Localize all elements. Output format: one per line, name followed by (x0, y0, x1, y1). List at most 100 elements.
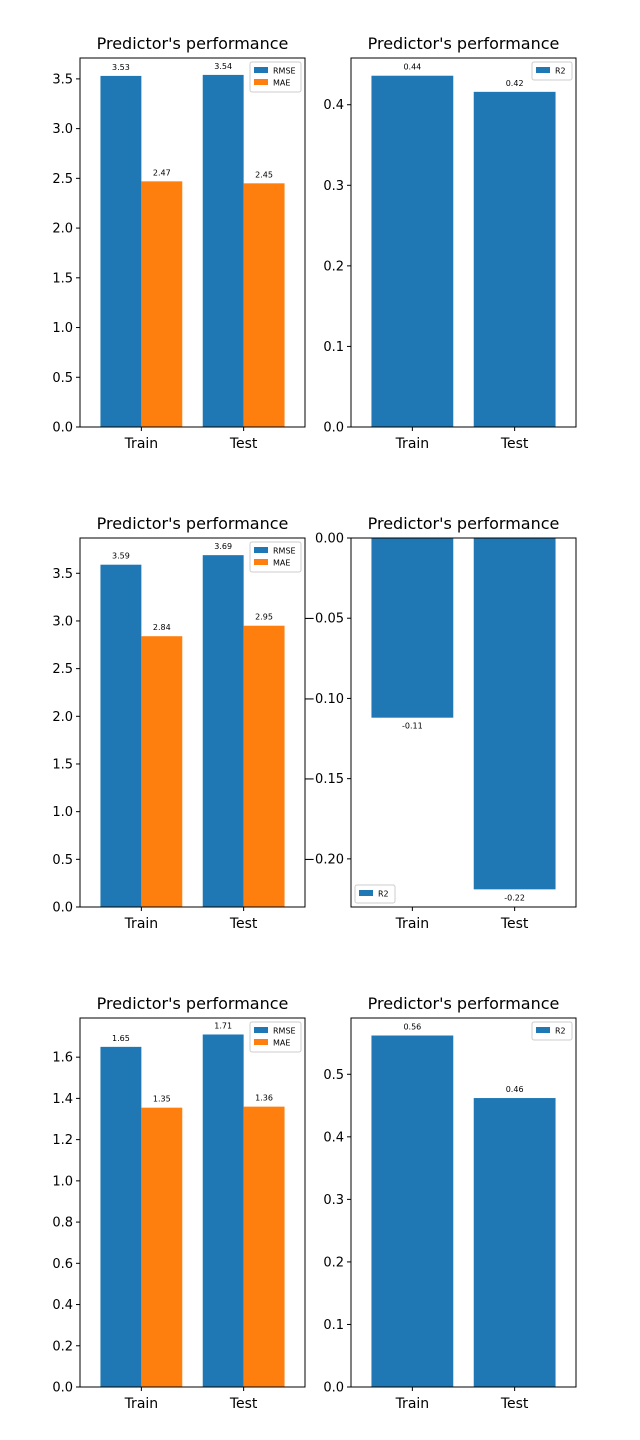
axes-frame (79, 537, 306, 908)
data-label: 0.44 (403, 63, 421, 72)
data-label: 3.59 (112, 552, 130, 561)
chart-panel-3: Predictor's performance 3.59 3.69 2.84 2.95 0… (52, 514, 306, 932)
chart-panel-4: Predictor's performance -0.11 -0.22 −0.20 −0… (304, 514, 577, 932)
bar-rmse-train (100, 564, 142, 907)
y-tick-label: 1.6 (52, 1051, 73, 1066)
data-label: -0.11 (402, 722, 423, 731)
legend: RMSE MAE (249, 61, 302, 93)
legend: R2 (354, 884, 396, 904)
y-tick-label: 0.00 (315, 532, 344, 547)
y-tick-label: 1.5 (52, 271, 73, 286)
legend: RMSE MAE (249, 1021, 302, 1053)
chart-title: Predictor's performance (368, 994, 560, 1013)
y-tick-label: 0.0 (323, 1381, 344, 1396)
chart-panel-2: Predictor's performance 0.44 0.42 0.0 0.1 0.2… (323, 34, 577, 452)
y-tick-label: 2.5 (52, 172, 73, 187)
legend: R2 (531, 61, 573, 81)
y-tick-label: 0.2 (52, 1339, 73, 1354)
data-label: -0.22 (504, 893, 525, 902)
x-tick-label: Train (124, 436, 159, 452)
chart-panel-5: Predictor's performance 1.65 1.71 1.35 1.36 0… (52, 994, 306, 1412)
bar-r2-test (473, 1098, 556, 1387)
data-label: 0.56 (403, 1023, 421, 1032)
legend-swatch-mae (254, 559, 268, 565)
legend-label: RMSE (273, 1027, 296, 1036)
bar-mae-train (141, 181, 183, 427)
y-tick-label: −0.10 (304, 692, 344, 707)
legend-label: RMSE (273, 67, 296, 76)
y-tick-label: 0.2 (323, 1255, 344, 1270)
y-tick-label: −0.05 (304, 612, 344, 627)
x-tick-label: Test (229, 1396, 258, 1412)
legend: R2 (531, 1021, 573, 1041)
data-label: 2.45 (255, 170, 273, 179)
y-tick-label: 1.0 (52, 321, 73, 336)
chart-panel-6: Predictor's performance 0.56 0.46 0.0 0.1 0.2… (323, 994, 577, 1412)
y-tick-label: −0.20 (304, 852, 344, 867)
data-label: 1.71 (214, 1021, 232, 1030)
bar-rmse-test (202, 555, 244, 907)
x-tick-label: Train (395, 916, 430, 932)
y-tick-label: 0.4 (52, 1298, 73, 1313)
y-tick-label: 0.0 (323, 421, 344, 436)
data-label: 3.69 (214, 542, 232, 551)
bar-r2-train (371, 538, 454, 718)
legend-swatch-mae (254, 79, 268, 85)
axes-frame (79, 57, 306, 428)
axes-frame (350, 57, 577, 428)
y-tick-label: 0.1 (323, 1318, 344, 1333)
legend-swatch-r2 (359, 890, 373, 896)
data-label: 0.46 (506, 1085, 524, 1094)
data-label: 1.35 (153, 1095, 171, 1104)
data-label: 2.84 (153, 623, 171, 632)
y-tick-label: 0.5 (323, 1068, 344, 1083)
bar-r2-train (371, 1035, 454, 1387)
y-tick-label: 0.0 (52, 1381, 73, 1396)
legend-label: MAE (273, 559, 290, 568)
x-tick-label: Train (395, 436, 430, 452)
y-tick-label: 1.5 (52, 757, 73, 772)
axes-frame (350, 537, 577, 908)
chart-title: Predictor's performance (368, 34, 560, 53)
bar-mae-test (243, 625, 285, 907)
chart-panel-1: Predictor's performance 3.53 3.54 2.47 2.45 0… (52, 34, 306, 452)
y-tick-label: 1.0 (52, 1174, 73, 1189)
data-label: 2.95 (255, 613, 273, 622)
x-tick-label: Test (500, 916, 529, 932)
y-tick-label: 1.2 (52, 1133, 73, 1148)
y-tick-label: 0.6 (52, 1257, 73, 1272)
bar-r2-train (371, 75, 454, 428)
x-tick-label: Test (229, 436, 258, 452)
y-tick-label: −0.15 (304, 772, 344, 787)
y-tick-label: 0.0 (52, 901, 73, 916)
x-tick-label: Test (500, 436, 529, 452)
y-tick-label: 0.4 (323, 1130, 344, 1145)
x-tick-label: Train (124, 916, 159, 932)
y-tick-label: 1.4 (52, 1092, 73, 1107)
data-label: 3.54 (214, 62, 232, 71)
legend-swatch-mae (254, 1039, 268, 1045)
y-tick-label: 2.0 (52, 222, 73, 237)
legend-swatch-rmse (254, 547, 268, 553)
y-tick-label: 0.8 (52, 1216, 73, 1231)
y-tick-label: 0.1 (323, 340, 344, 355)
legend-label: R2 (378, 890, 389, 899)
legend-box (354, 884, 396, 904)
y-tick-label: 0.3 (323, 1193, 344, 1208)
chart-title: Predictor's performance (97, 34, 289, 53)
axes-frame (79, 1017, 306, 1388)
y-tick-label: 0.4 (323, 98, 344, 113)
legend-label: MAE (273, 1039, 290, 1048)
legend-swatch-rmse (254, 1027, 268, 1033)
y-tick-label: 0.0 (52, 421, 73, 436)
y-tick-label: 3.0 (52, 614, 73, 629)
x-tick-label: Test (229, 916, 258, 932)
legend-swatch-r2 (536, 67, 550, 73)
x-tick-label: Test (500, 1396, 529, 1412)
y-tick-label: 3.5 (52, 72, 73, 87)
bar-mae-test (243, 183, 285, 427)
x-tick-label: Train (124, 1396, 159, 1412)
axes-frame (350, 1017, 577, 1388)
bar-mae-train (141, 636, 183, 907)
